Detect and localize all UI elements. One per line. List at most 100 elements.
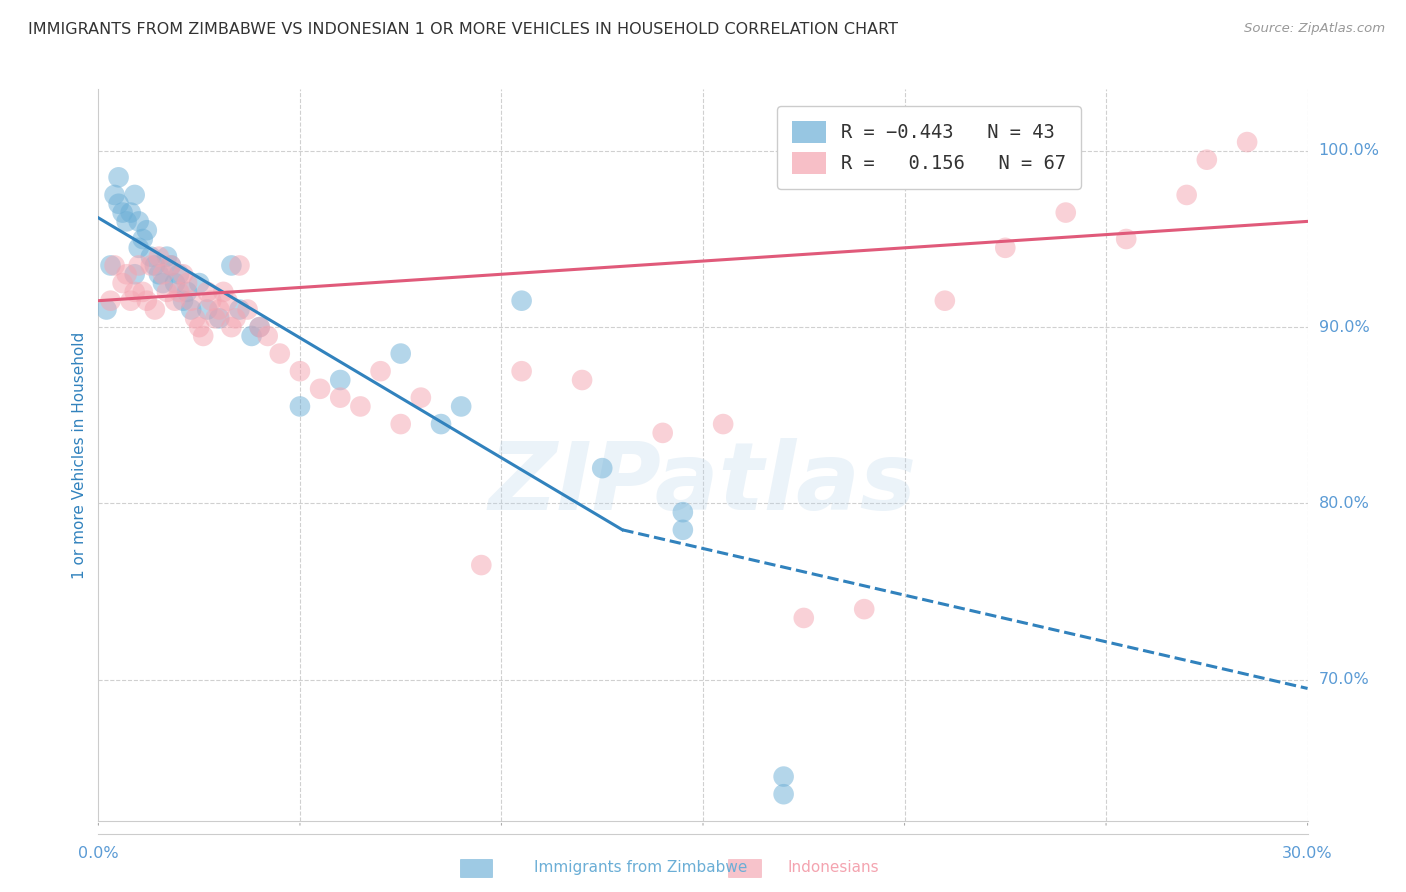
Point (111, 205, 134, 219)
Point (100, 293, 122, 308)
Point (160, 259, 183, 273)
Point (228, 302, 250, 317)
Point (772, 787, 794, 801)
Point (132, 285, 155, 299)
Point (510, 293, 533, 308)
Point (184, 311, 207, 326)
Point (329, 373, 352, 387)
Point (236, 302, 259, 317)
Point (124, 267, 146, 281)
Point (103, 259, 125, 273)
Text: 0.0%: 0.0% (79, 846, 118, 861)
Point (124, 188, 146, 202)
Point (221, 259, 243, 273)
Point (156, 250, 179, 264)
Point (143, 259, 166, 273)
Legend: R = −0.443   N = 43, R =   0.156   N = 67: R = −0.443 N = 43, R = 0.156 N = 67 (776, 106, 1081, 188)
Point (470, 558, 492, 572)
Point (853, 602, 876, 616)
Point (139, 259, 162, 273)
Point (228, 259, 250, 273)
Point (208, 311, 231, 326)
Point (115, 267, 138, 281)
Text: 30.0%: 30.0% (1282, 846, 1333, 861)
Point (389, 417, 412, 431)
Point (200, 293, 222, 308)
Point (111, 276, 134, 290)
Point (172, 267, 194, 281)
Point (103, 188, 125, 202)
Point (672, 523, 695, 537)
Point (152, 276, 174, 290)
Point (1195, 153, 1218, 167)
Point (208, 302, 231, 317)
Point (128, 214, 150, 228)
Point (132, 232, 155, 246)
Point (195, 302, 218, 317)
Point (1236, 135, 1258, 149)
Point (148, 250, 170, 264)
Point (204, 311, 226, 326)
Point (167, 267, 190, 281)
Point (124, 285, 146, 299)
Point (994, 241, 1017, 255)
Text: ZIPatlas: ZIPatlas (489, 438, 917, 530)
Point (172, 293, 194, 308)
Point (571, 373, 593, 387)
Text: 90.0%: 90.0% (1319, 319, 1369, 334)
Point (120, 293, 142, 308)
Text: 100.0%: 100.0% (1319, 144, 1379, 159)
Point (1115, 232, 1137, 246)
Point (135, 223, 157, 237)
Point (156, 285, 179, 299)
Point (115, 214, 138, 228)
Point (96, 302, 118, 317)
Point (100, 259, 122, 273)
Point (934, 293, 956, 308)
Point (711, 417, 734, 431)
Point (139, 250, 162, 264)
Point (160, 259, 183, 273)
Text: Indonesians: Indonesians (787, 860, 879, 874)
Point (389, 346, 412, 360)
Point (188, 320, 211, 334)
Point (269, 346, 291, 360)
Point (180, 293, 202, 308)
Point (128, 241, 150, 255)
Point (249, 320, 271, 334)
Point (180, 302, 202, 317)
Point (430, 417, 453, 431)
Point (188, 276, 211, 290)
Point (163, 276, 186, 290)
Point (176, 285, 198, 299)
Y-axis label: 1 or more Vehicles in Household: 1 or more Vehicles in Household (72, 331, 87, 579)
Point (256, 329, 278, 343)
Point (128, 259, 150, 273)
Point (107, 170, 129, 185)
Point (288, 364, 311, 378)
Point (249, 320, 271, 334)
Point (167, 285, 190, 299)
Point (195, 285, 218, 299)
Point (1175, 188, 1198, 202)
Point (148, 267, 170, 281)
Point (217, 293, 239, 308)
Point (193, 329, 215, 343)
Point (510, 364, 533, 378)
Point (107, 196, 129, 211)
Point (793, 611, 815, 625)
Point (651, 425, 673, 440)
Text: Immigrants from Zimbabwe: Immigrants from Zimbabwe (534, 860, 748, 874)
Point (450, 400, 472, 414)
Point (120, 205, 142, 219)
Text: Source: ZipAtlas.com: Source: ZipAtlas.com (1244, 22, 1385, 36)
Point (240, 329, 263, 343)
Text: IMMIGRANTS FROM ZIMBABWE VS INDONESIAN 1 OR MORE VEHICLES IN HOUSEHOLD CORRELATI: IMMIGRANTS FROM ZIMBABWE VS INDONESIAN 1… (28, 22, 898, 37)
Point (212, 285, 235, 299)
Point (672, 505, 695, 519)
Point (329, 391, 352, 405)
Point (135, 293, 157, 308)
Text: 80.0%: 80.0% (1319, 496, 1369, 511)
Point (409, 391, 432, 405)
Point (370, 364, 392, 378)
